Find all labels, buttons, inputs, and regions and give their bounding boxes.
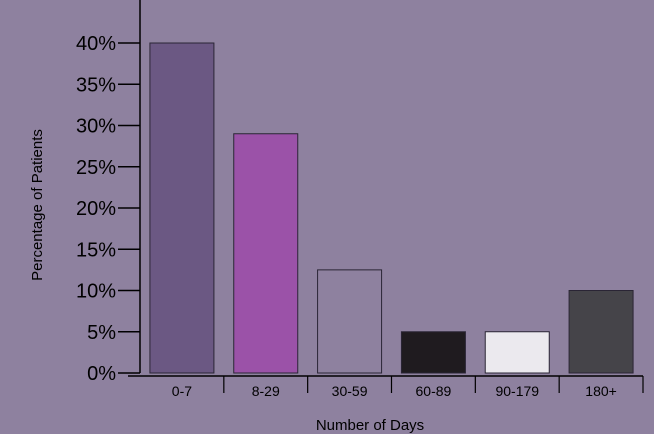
y-tick-label: 15% xyxy=(76,239,116,261)
y-axis-title: Percentage of Patients xyxy=(29,129,46,281)
bar-180+ xyxy=(568,290,634,374)
y-tick-label: 25% xyxy=(76,157,116,179)
y-tick-label: 35% xyxy=(76,74,116,96)
x-axis-title: Number of Days xyxy=(316,417,424,434)
x-axis: 0-7 8-29 30-59 60-89 90-179 180+ xyxy=(128,375,644,399)
y-tick-label: 10% xyxy=(76,281,116,303)
bar-0-7 xyxy=(149,42,215,374)
y-tick-label: 30% xyxy=(76,116,116,138)
bar-60-89 xyxy=(400,331,466,374)
bar-30-59 xyxy=(317,269,383,374)
x-tick-label: 90-179 xyxy=(495,383,539,399)
bar-90-179 xyxy=(484,331,550,374)
x-tick-label: 180+ xyxy=(585,383,617,399)
y-tick-label: 40% xyxy=(76,33,116,55)
y-tick-label: 0% xyxy=(87,363,116,385)
x-tick-label: 60-89 xyxy=(416,383,452,399)
y-tick-label: 20% xyxy=(76,198,116,220)
bar-8-29 xyxy=(233,133,299,374)
x-tick-label: 30-59 xyxy=(332,383,368,399)
y-tick-label: 5% xyxy=(87,322,116,344)
y-axis: 0% 5% 10% 15% 20% 25% 30% 35% 40% xyxy=(76,0,141,385)
bars xyxy=(149,42,634,374)
x-tick-label: 8-29 xyxy=(252,383,280,399)
x-tick-label: 0-7 xyxy=(172,383,192,399)
